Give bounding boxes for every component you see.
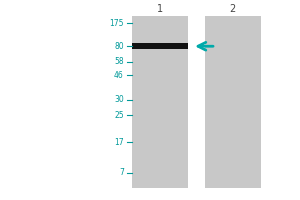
- Text: 46: 46: [114, 71, 124, 80]
- Text: 7: 7: [119, 168, 124, 177]
- Text: 25: 25: [114, 111, 124, 120]
- Text: 80: 80: [114, 42, 124, 51]
- Bar: [205, 16, 260, 188]
- Text: 2: 2: [230, 4, 236, 14]
- Bar: [132, 43, 188, 49]
- Text: 17: 17: [114, 138, 124, 147]
- Text: 1: 1: [157, 4, 163, 14]
- Text: 58: 58: [114, 57, 124, 66]
- Bar: [132, 16, 188, 188]
- Text: 175: 175: [109, 19, 124, 28]
- Text: 30: 30: [114, 96, 124, 104]
